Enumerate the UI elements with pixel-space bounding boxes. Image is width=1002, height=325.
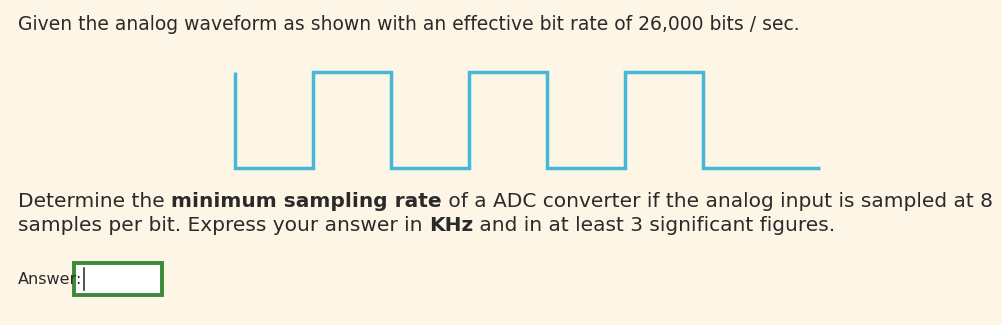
Text: Answer:: Answer: (18, 272, 82, 287)
Text: minimum sampling rate: minimum sampling rate (171, 192, 442, 211)
Text: KHz: KHz (429, 216, 473, 235)
Text: Determine the: Determine the (18, 192, 171, 211)
Text: and in at least 3 significant figures.: and in at least 3 significant figures. (473, 216, 836, 235)
Text: samples per bit. Express your answer in: samples per bit. Express your answer in (18, 216, 429, 235)
FancyBboxPatch shape (74, 263, 162, 295)
Text: of a ADC converter if the analog input is sampled at 8: of a ADC converter if the analog input i… (442, 192, 993, 211)
Text: Given the analog waveform as shown with an effective bit rate of 26,000 bits / s: Given the analog waveform as shown with … (18, 15, 800, 34)
